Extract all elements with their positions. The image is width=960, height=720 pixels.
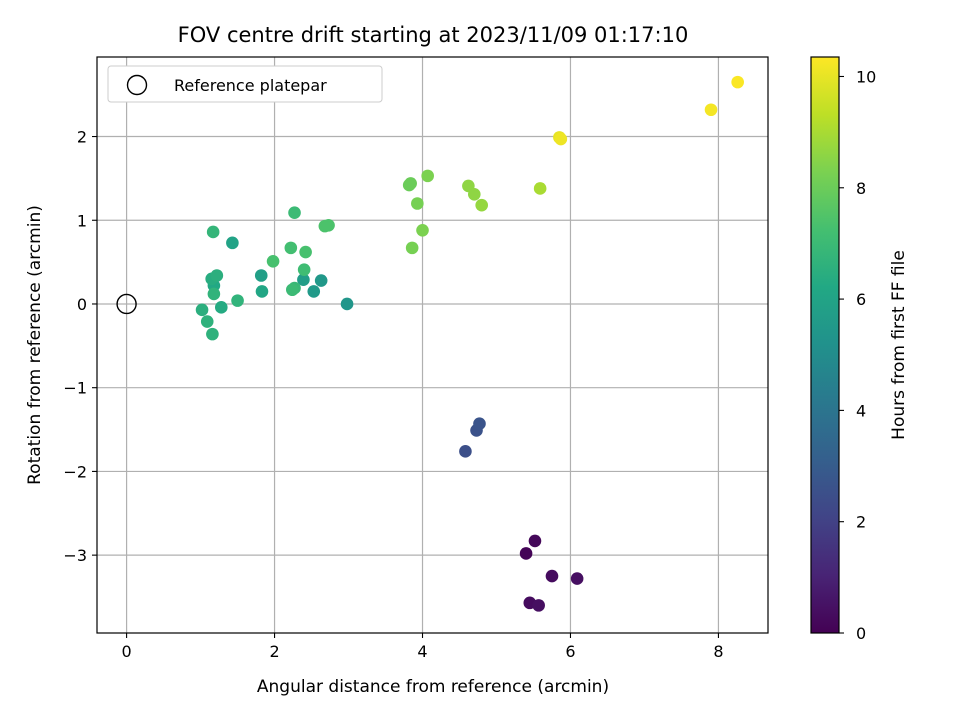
colorbar-tick-label: 10 bbox=[856, 67, 876, 86]
data-point bbox=[528, 534, 542, 548]
data-point bbox=[255, 285, 269, 298]
x-tick-label: 4 bbox=[417, 642, 427, 661]
data-point bbox=[545, 569, 559, 583]
colorbar-tick-label: 6 bbox=[856, 290, 866, 309]
reference-platepar-marker bbox=[116, 293, 137, 315]
colorbar-tick-label: 8 bbox=[856, 179, 866, 198]
y-tick-label: 1 bbox=[77, 211, 87, 230]
data-point bbox=[284, 241, 298, 255]
y-axis-ticks: −3 −2 −1 0 1 2 bbox=[63, 128, 97, 565]
x-tick-label: 8 bbox=[713, 642, 723, 661]
data-point bbox=[307, 285, 321, 298]
y-tick-label: −2 bbox=[63, 462, 87, 481]
data-point bbox=[254, 269, 268, 282]
data-point bbox=[207, 287, 221, 301]
data-point bbox=[411, 197, 424, 210]
data-point bbox=[404, 177, 417, 190]
colorbar-tick-label: 4 bbox=[856, 401, 866, 420]
legend-box bbox=[107, 65, 383, 103]
data-point bbox=[200, 315, 214, 328]
data-point bbox=[297, 273, 310, 286]
x-tick-label: 0 bbox=[121, 642, 131, 661]
y-tick-label: −3 bbox=[63, 546, 87, 565]
data-point bbox=[322, 218, 335, 232]
x-tick-label: 2 bbox=[269, 642, 279, 661]
data-point bbox=[231, 294, 244, 307]
y-tick-label: 2 bbox=[77, 128, 87, 147]
y-axis-label: Rotation from reference (arcmin) bbox=[25, 205, 45, 485]
colorbar-ticks: 0 2 4 6 8 10 bbox=[839, 67, 876, 643]
data-point bbox=[299, 245, 312, 259]
data-point bbox=[416, 224, 429, 237]
grid bbox=[97, 57, 768, 633]
data-point bbox=[519, 547, 533, 560]
colorbar-tick-label: 0 bbox=[856, 624, 866, 643]
data-point bbox=[214, 301, 228, 314]
data-point bbox=[475, 198, 488, 212]
data-point bbox=[533, 182, 547, 195]
chart-title: FOV centre drift starting at 2023/11/09 … bbox=[178, 23, 689, 47]
data-point bbox=[314, 274, 328, 287]
colorbar: 0 2 4 6 8 10 Hours from first FF file bbox=[810, 56, 909, 643]
data-point bbox=[405, 241, 419, 255]
data-point bbox=[266, 254, 280, 268]
data-point bbox=[467, 188, 481, 201]
colorbar-label: Hours from first FF file bbox=[889, 250, 909, 440]
data-point bbox=[297, 263, 311, 276]
colorbar-gradient bbox=[811, 57, 839, 633]
colorbar-frame bbox=[810, 56, 840, 634]
data-point bbox=[226, 236, 239, 250]
legend-reference-marker bbox=[126, 74, 148, 96]
y-tick-label: 0 bbox=[77, 295, 87, 314]
data-point bbox=[340, 297, 354, 311]
data-point bbox=[206, 327, 219, 341]
legend-entry-label: Reference platepar bbox=[174, 76, 327, 95]
x-axis-ticks: 0 2 4 6 8 bbox=[121, 633, 724, 661]
y-tick-label: −1 bbox=[63, 379, 87, 398]
data-point bbox=[210, 269, 224, 282]
x-axis-label: Angular distance from reference (arcmin) bbox=[257, 677, 609, 697]
data-point bbox=[554, 132, 568, 146]
data-point bbox=[731, 75, 744, 89]
data-point bbox=[421, 169, 434, 183]
plot-frame bbox=[96, 56, 769, 634]
colorbar-tick-label: 2 bbox=[856, 513, 866, 532]
data-point bbox=[206, 225, 220, 239]
data-point bbox=[704, 103, 718, 117]
data-point bbox=[288, 206, 301, 220]
legend: Reference platepar bbox=[107, 65, 383, 103]
data-point bbox=[570, 572, 584, 585]
x-tick-label: 6 bbox=[565, 642, 575, 661]
data-point bbox=[286, 283, 299, 297]
data-point bbox=[473, 417, 486, 430]
data-point bbox=[459, 445, 472, 458]
reference-marker-layer bbox=[116, 293, 137, 315]
data-points bbox=[195, 75, 744, 612]
data-point bbox=[195, 303, 209, 317]
data-point bbox=[532, 599, 545, 612]
